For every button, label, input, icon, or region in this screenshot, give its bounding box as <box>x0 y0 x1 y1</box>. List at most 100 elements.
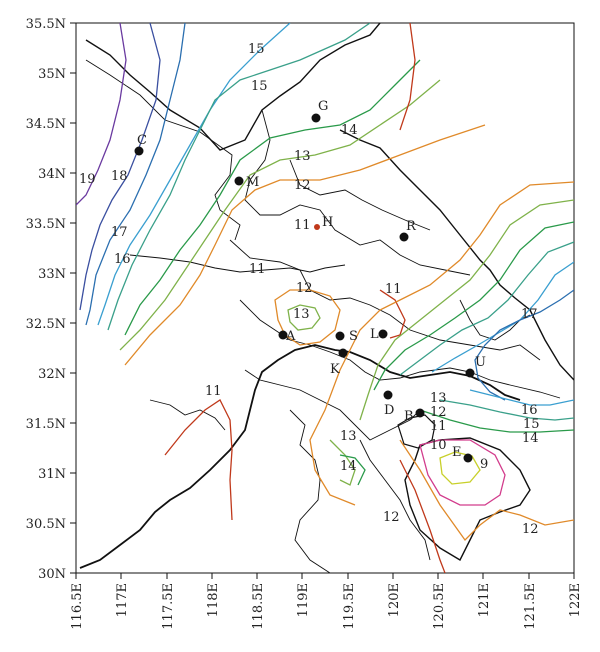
station-label-m: M <box>246 175 259 190</box>
station-labels: G C M H R A S L K U D B E <box>137 99 486 460</box>
contour-16-east <box>431 261 574 373</box>
station-marker-b <box>415 408 425 418</box>
lat-tick-label: 34N <box>38 167 66 182</box>
lat-tick-label: 31N <box>38 467 66 482</box>
station-label-l: L <box>370 327 379 342</box>
station-marker-h <box>314 224 320 230</box>
coastline-south <box>404 437 531 561</box>
contour-label: 13 <box>340 429 357 444</box>
station-label-h: H <box>322 215 333 230</box>
contour-label: 11 <box>205 384 222 399</box>
contour-9 <box>439 451 481 485</box>
river-secondary <box>129 254 346 273</box>
contour-label: 11 <box>385 282 402 297</box>
contour-label: 13 <box>294 149 311 164</box>
contour-label: 14 <box>341 123 358 138</box>
contour-13-small <box>287 304 321 331</box>
contour-15-se <box>439 399 574 421</box>
lat-tick-label: 34.5N <box>26 117 66 132</box>
lon-tick-label: 121.5E <box>523 583 538 630</box>
contour-label: 19 <box>79 172 96 187</box>
contour-label: 13 <box>293 307 310 322</box>
lat-tick-label: 33.5N <box>26 217 66 232</box>
contour-label: 13 <box>430 391 447 406</box>
contour-label: 12 <box>296 281 313 296</box>
contour-17-west <box>85 23 186 326</box>
contour-18 <box>79 23 161 311</box>
station-label-u: U <box>475 355 486 370</box>
contour-label: 12 <box>430 405 447 420</box>
stations <box>134 113 475 463</box>
lon-tick-label: 120E <box>387 583 402 617</box>
contour-label: 11 <box>430 419 447 434</box>
contour-label: 12 <box>294 178 311 193</box>
contour-16-se <box>469 389 574 406</box>
lake <box>397 414 436 449</box>
contour-label: 12 <box>383 510 400 525</box>
lon-tick-label: 122E <box>568 583 583 617</box>
contour-label: 15 <box>523 417 540 432</box>
contour-13-se <box>329 439 356 486</box>
contour-15-north <box>107 23 371 331</box>
coastline <box>85 23 574 381</box>
station-label-d: D <box>384 403 394 418</box>
lon-tick-label: 117.5E <box>161 583 176 630</box>
contour-label: 18 <box>111 169 128 184</box>
contour-13 <box>119 79 441 351</box>
station-marker-u <box>465 368 475 378</box>
contour-11-mid <box>379 289 406 339</box>
contour-label: 17 <box>111 225 128 240</box>
station-label-r: R <box>406 219 417 234</box>
lat-tick-label: 30N <box>38 567 66 582</box>
station-label-c: C <box>137 133 147 148</box>
lon-tick-label: 120.5E <box>432 583 447 630</box>
lon-tick-label: 119.5E <box>342 583 357 630</box>
station-marker-a <box>278 330 288 340</box>
lon-tick-label: 119E <box>296 583 311 617</box>
contour-label: 17 <box>521 307 538 322</box>
lon-tick-label: 118.5E <box>251 583 266 630</box>
station-marker-r <box>399 232 409 242</box>
contour-17-east <box>474 289 574 401</box>
lon-axis <box>75 573 575 579</box>
lat-tick-labels: 35.5N 35N 34.5N 34N 33.5N 33N 32.5N 32N … <box>26 17 66 582</box>
contour-11-sw <box>164 399 233 521</box>
lon-tick-label: 117E <box>115 583 130 617</box>
contour-14 <box>124 59 421 336</box>
lon-tick-label: 121E <box>477 583 492 617</box>
contour-label: 12 <box>522 522 539 537</box>
river <box>79 344 521 569</box>
station-marker-c <box>134 146 144 156</box>
lon-tick-label: 118E <box>206 583 221 617</box>
lon-tick-label: 116.5E <box>70 583 85 630</box>
contour-label: 14 <box>522 431 539 446</box>
contour-11-se <box>399 459 446 573</box>
contour-14-se <box>419 409 574 433</box>
contour-19 <box>76 23 127 206</box>
contour-12-north <box>124 124 486 366</box>
station-label-k: K <box>330 362 340 377</box>
contour-label: 15 <box>251 79 268 94</box>
station-marker-m <box>234 176 244 186</box>
contour-labels: 15 15 14 13 12 19 18 17 16 11 11 12 13 1… <box>79 42 540 537</box>
contour-label: 9 <box>480 457 488 472</box>
station-label-e: E <box>452 445 462 460</box>
station-marker-e <box>463 453 473 463</box>
lat-tick-label: 32.5N <box>26 317 66 332</box>
lon-tick-labels: 116.5E 117E 117.5E 118E 118.5E 119E 119.… <box>70 583 583 630</box>
station-label-a: A <box>285 329 296 344</box>
station-label-g: G <box>318 99 328 114</box>
contour-13-east <box>359 199 574 421</box>
contour-label: 15 <box>248 42 265 57</box>
lat-tick-label: 30.5N <box>26 517 66 532</box>
station-marker-d <box>383 390 393 400</box>
contour-label: 16 <box>114 252 131 267</box>
station-marker-g <box>311 113 321 123</box>
station-label-b: B <box>404 409 414 424</box>
contour-16-west <box>97 23 291 326</box>
contour-label: 11 <box>294 218 311 233</box>
lat-tick-label: 33N <box>38 267 66 282</box>
contour-label: 14 <box>340 459 357 474</box>
station-marker-s <box>335 331 345 341</box>
lat-tick-label: 35N <box>38 67 66 82</box>
